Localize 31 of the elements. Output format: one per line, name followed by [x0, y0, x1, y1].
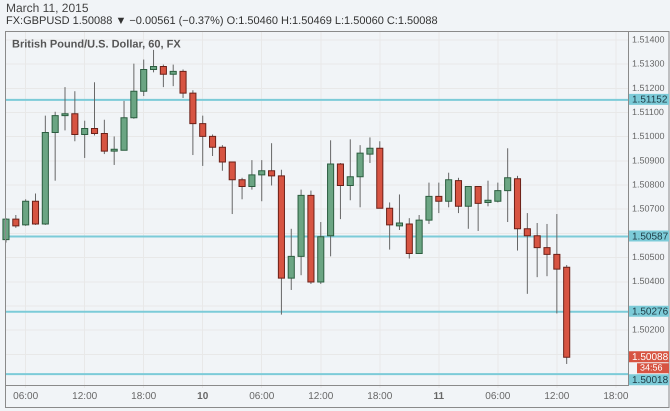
- y-tick-label: 1.51100: [632, 106, 664, 117]
- ref-line-label: 1.50276: [632, 306, 669, 318]
- text: 34:56: [640, 362, 663, 373]
- x-tick-label: 18:00: [367, 390, 393, 402]
- y-tick-label: 1.51000: [632, 131, 665, 142]
- x-tick-label: 18:00: [603, 390, 629, 402]
- x-tick-label: 12:00: [308, 390, 334, 402]
- x-tick-label: 11: [434, 390, 445, 402]
- x-tick-label: 06:00: [13, 390, 39, 402]
- text: 1.50088: [632, 352, 669, 363]
- y-tick-label: 1.51300: [632, 58, 665, 69]
- y-tick-label: 1.50900: [632, 155, 665, 166]
- y-tick-label: 1.50200: [632, 324, 665, 335]
- text: British Pound/U.S. Dollar, 60, FX: [12, 38, 182, 51]
- x-tick-label: 06:00: [249, 390, 275, 402]
- y-tick-label: 1.51200: [632, 82, 665, 93]
- x-tick-label: 12:00: [72, 390, 98, 402]
- y-tick-label: 1.51400: [632, 34, 665, 44]
- ref-line-label: 1.50018: [632, 374, 669, 386]
- x-tick-label: 06:00: [485, 390, 511, 402]
- x-tick-label: 12:00: [544, 390, 570, 402]
- y-tick-label: 1.50400: [632, 276, 665, 286]
- x-tick-label: 18:00: [131, 390, 157, 402]
- ref-line-label: 1.50587: [632, 231, 669, 242]
- y-tick-label: 1.50700: [632, 204, 665, 214]
- y-tick-label: 1.50800: [632, 180, 665, 190]
- text: March 11, 2015: [6, 1, 88, 15]
- chart-subtitle: FX:GBPUSD 1.50088 ▼ −0.00561 (−0.37%) O:1.50460 H:1.50469 L:1.50060 C:1.50088: [6, 15, 438, 27]
- y-tick-label: 1.50500: [632, 252, 665, 262]
- ref-line-label: 1.51152: [632, 94, 668, 106]
- x-tick-label: 10: [197, 390, 209, 402]
